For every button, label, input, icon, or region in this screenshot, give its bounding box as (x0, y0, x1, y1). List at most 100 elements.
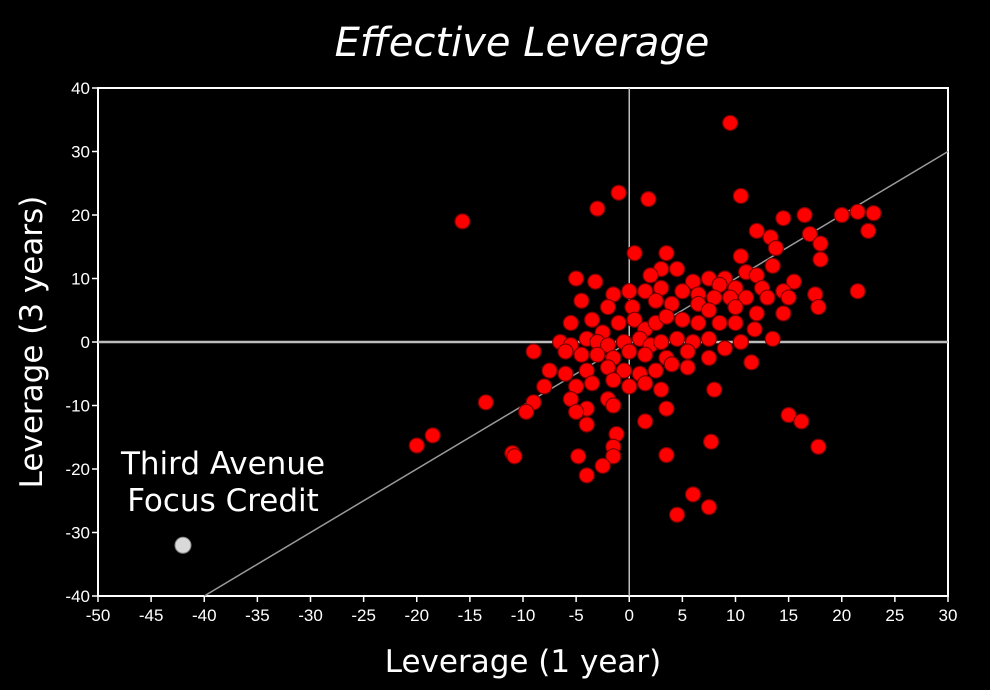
fund-point (583, 311, 601, 328)
fund-point (573, 292, 590, 309)
fund-point (583, 375, 601, 392)
fund-point (589, 200, 606, 217)
fund-point (743, 354, 760, 371)
x-tick-label: 15 (779, 606, 798, 625)
y-axis-ticks: -40 -30 -20 -10 0 10 20 30 40 (65, 79, 98, 606)
fund-point (732, 333, 749, 351)
fund-point (748, 222, 765, 239)
x-tick-label: -5 (569, 606, 584, 625)
fund-point (674, 311, 691, 328)
fund-point (759, 289, 776, 306)
x-tick-label: 5 (678, 606, 687, 625)
fund-point (679, 343, 696, 360)
fund-point (506, 448, 523, 465)
fund-point (599, 298, 617, 316)
reference-line-diagonal (203, 150, 949, 597)
fund-point (658, 400, 675, 417)
fund-point (518, 403, 535, 420)
fund-point (780, 406, 797, 424)
fund-point (525, 343, 542, 360)
fund-point (605, 372, 622, 389)
y-tick-label: -10 (65, 397, 90, 416)
fund-point (658, 308, 675, 325)
fund-point (594, 457, 611, 474)
fund-point (589, 346, 606, 363)
fund-point (637, 346, 654, 363)
y-tick-label: 10 (71, 270, 90, 289)
y-tick-label: 20 (71, 206, 90, 225)
fund-point (621, 283, 638, 300)
fund-point (812, 235, 829, 252)
y-tick-label: -20 (65, 460, 90, 479)
x-tick-label: 10 (726, 606, 745, 625)
fund-point (764, 257, 781, 274)
fund-point (775, 305, 792, 322)
x-axis-label: Leverage (1 year) (385, 644, 662, 680)
fund-point (573, 346, 590, 363)
fund-point (700, 302, 718, 319)
y-tick-label: -30 (65, 524, 90, 543)
x-tick-label: -20 (404, 606, 429, 625)
x-tick-label: -25 (351, 606, 376, 625)
fund-point (775, 210, 792, 227)
fund-point (738, 289, 755, 306)
fund-point (605, 397, 622, 414)
fund-point (732, 187, 749, 205)
fund-point (557, 343, 574, 360)
x-tick-label: -35 (245, 606, 270, 625)
fund-point (477, 394, 494, 411)
y-tick-label: 40 (71, 79, 90, 98)
x-tick-label: -15 (458, 606, 483, 625)
y-tick-label: 30 (71, 143, 90, 162)
annotation-line-1: Third Avenue (120, 446, 325, 482)
x-tick-label: 20 (832, 606, 851, 625)
x-tick-label: -45 (139, 606, 164, 625)
fund-point (796, 206, 813, 224)
x-tick-label: 0 (625, 606, 634, 625)
fund-point (668, 330, 686, 347)
fund-point (615, 362, 633, 379)
y-tick-label: 0 (81, 333, 90, 352)
fund-point (647, 292, 664, 309)
fund-point (767, 239, 784, 257)
fund-point (578, 416, 595, 433)
fund-point (408, 437, 425, 454)
fund-point (637, 283, 654, 300)
fund-point (637, 413, 654, 430)
fund-point (653, 333, 670, 351)
fund-point (621, 378, 638, 395)
fund-point (674, 283, 691, 300)
third-avenue-focus-credit-point (174, 536, 192, 554)
x-tick-label: -50 (86, 606, 111, 625)
fund-point (587, 273, 604, 290)
fund-point (424, 427, 441, 444)
fund-point (610, 314, 627, 332)
fund-point (605, 448, 622, 465)
x-axis-ticks: -50 -45 -40 -35 -30 -25 -20 -15 -10 -5 0 5 10 15 20 25 3… (86, 596, 958, 625)
highlighted-fund (174, 536, 192, 554)
fund-point (865, 204, 882, 222)
fund-point (793, 413, 810, 430)
fund-point (668, 260, 686, 278)
fund-point (780, 289, 797, 306)
fund-point (690, 314, 707, 332)
fund-point (658, 245, 675, 262)
fund-point (626, 311, 643, 328)
fund-point (748, 305, 765, 322)
fund-point (454, 213, 471, 230)
fund-point (727, 314, 744, 332)
x-tick-label: 30 (939, 606, 958, 625)
fund-point (700, 330, 718, 347)
annotation-line-2: Focus Credit (127, 483, 319, 519)
fund-point (833, 206, 850, 224)
fund-point (637, 375, 654, 392)
y-axis-label: Leverage (3 years) (14, 196, 50, 489)
fund-point (727, 298, 744, 316)
fund-point (702, 433, 720, 450)
fund-point (711, 314, 728, 332)
fund-point (716, 340, 733, 357)
fund-point (640, 191, 657, 208)
fund-point (541, 362, 558, 379)
